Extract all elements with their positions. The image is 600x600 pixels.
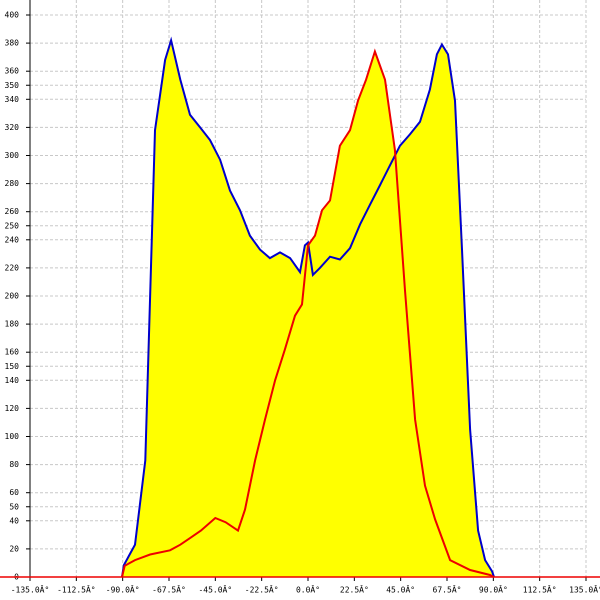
y-tick-label: 340 <box>5 95 20 104</box>
y-tick-label: 80 <box>9 460 19 469</box>
area-line <box>121 48 495 578</box>
y-tick-label: 400 <box>5 11 20 20</box>
x-tick-label: -90.0Â° <box>106 584 140 595</box>
y-tick-label: 120 <box>5 404 20 413</box>
y-tick-label: 300 <box>5 151 20 160</box>
x-tick-label: 90.0Â° <box>479 584 508 595</box>
y-tick-label: 380 <box>5 39 20 48</box>
x-tick-label: 67.5Â° <box>433 584 462 595</box>
x-tick-label: -45.0Â° <box>198 584 232 595</box>
x-tick-label: -67.5Â° <box>152 584 186 595</box>
x-tick-label: -112.5Â° <box>57 584 96 595</box>
y-tick-label: 40 <box>9 516 19 525</box>
area-fill <box>122 51 494 577</box>
x-tick-label: 0.0Â° <box>296 584 320 595</box>
y-tick-label: 20 <box>9 544 19 553</box>
y-tick-label: 60 <box>9 488 19 497</box>
y-tick-label: 180 <box>5 320 20 329</box>
area-line <box>121 36 495 578</box>
y-tick-label: 150 <box>5 362 20 371</box>
y-tick-label: 360 <box>5 67 20 76</box>
y-tick-label: 320 <box>5 123 20 132</box>
y-tick-label: 160 <box>5 348 20 357</box>
y-tick-label: 140 <box>5 376 20 385</box>
y-tick-label: 200 <box>5 292 20 301</box>
x-tick-label: -135.0Â° <box>11 584 50 595</box>
x-tick-label: 45.0Â° <box>386 584 415 595</box>
y-tick-label: 250 <box>5 221 20 230</box>
y-tick-label: 100 <box>5 432 20 441</box>
y-tick-label: 280 <box>5 179 20 188</box>
y-tick-label: 260 <box>5 207 20 216</box>
x-tick-label: -22.5Â° <box>245 584 279 595</box>
y-tick-label: 240 <box>5 235 20 244</box>
x-tick-label: 135.0Â° <box>569 584 600 595</box>
x-tick-label: 112.5Â° <box>523 584 557 595</box>
x-tick-label: 22.5Â° <box>340 584 369 595</box>
y-tick-label: 220 <box>5 263 20 272</box>
y-tick-label: 50 <box>9 502 19 511</box>
y-tick-label: 350 <box>5 81 20 90</box>
